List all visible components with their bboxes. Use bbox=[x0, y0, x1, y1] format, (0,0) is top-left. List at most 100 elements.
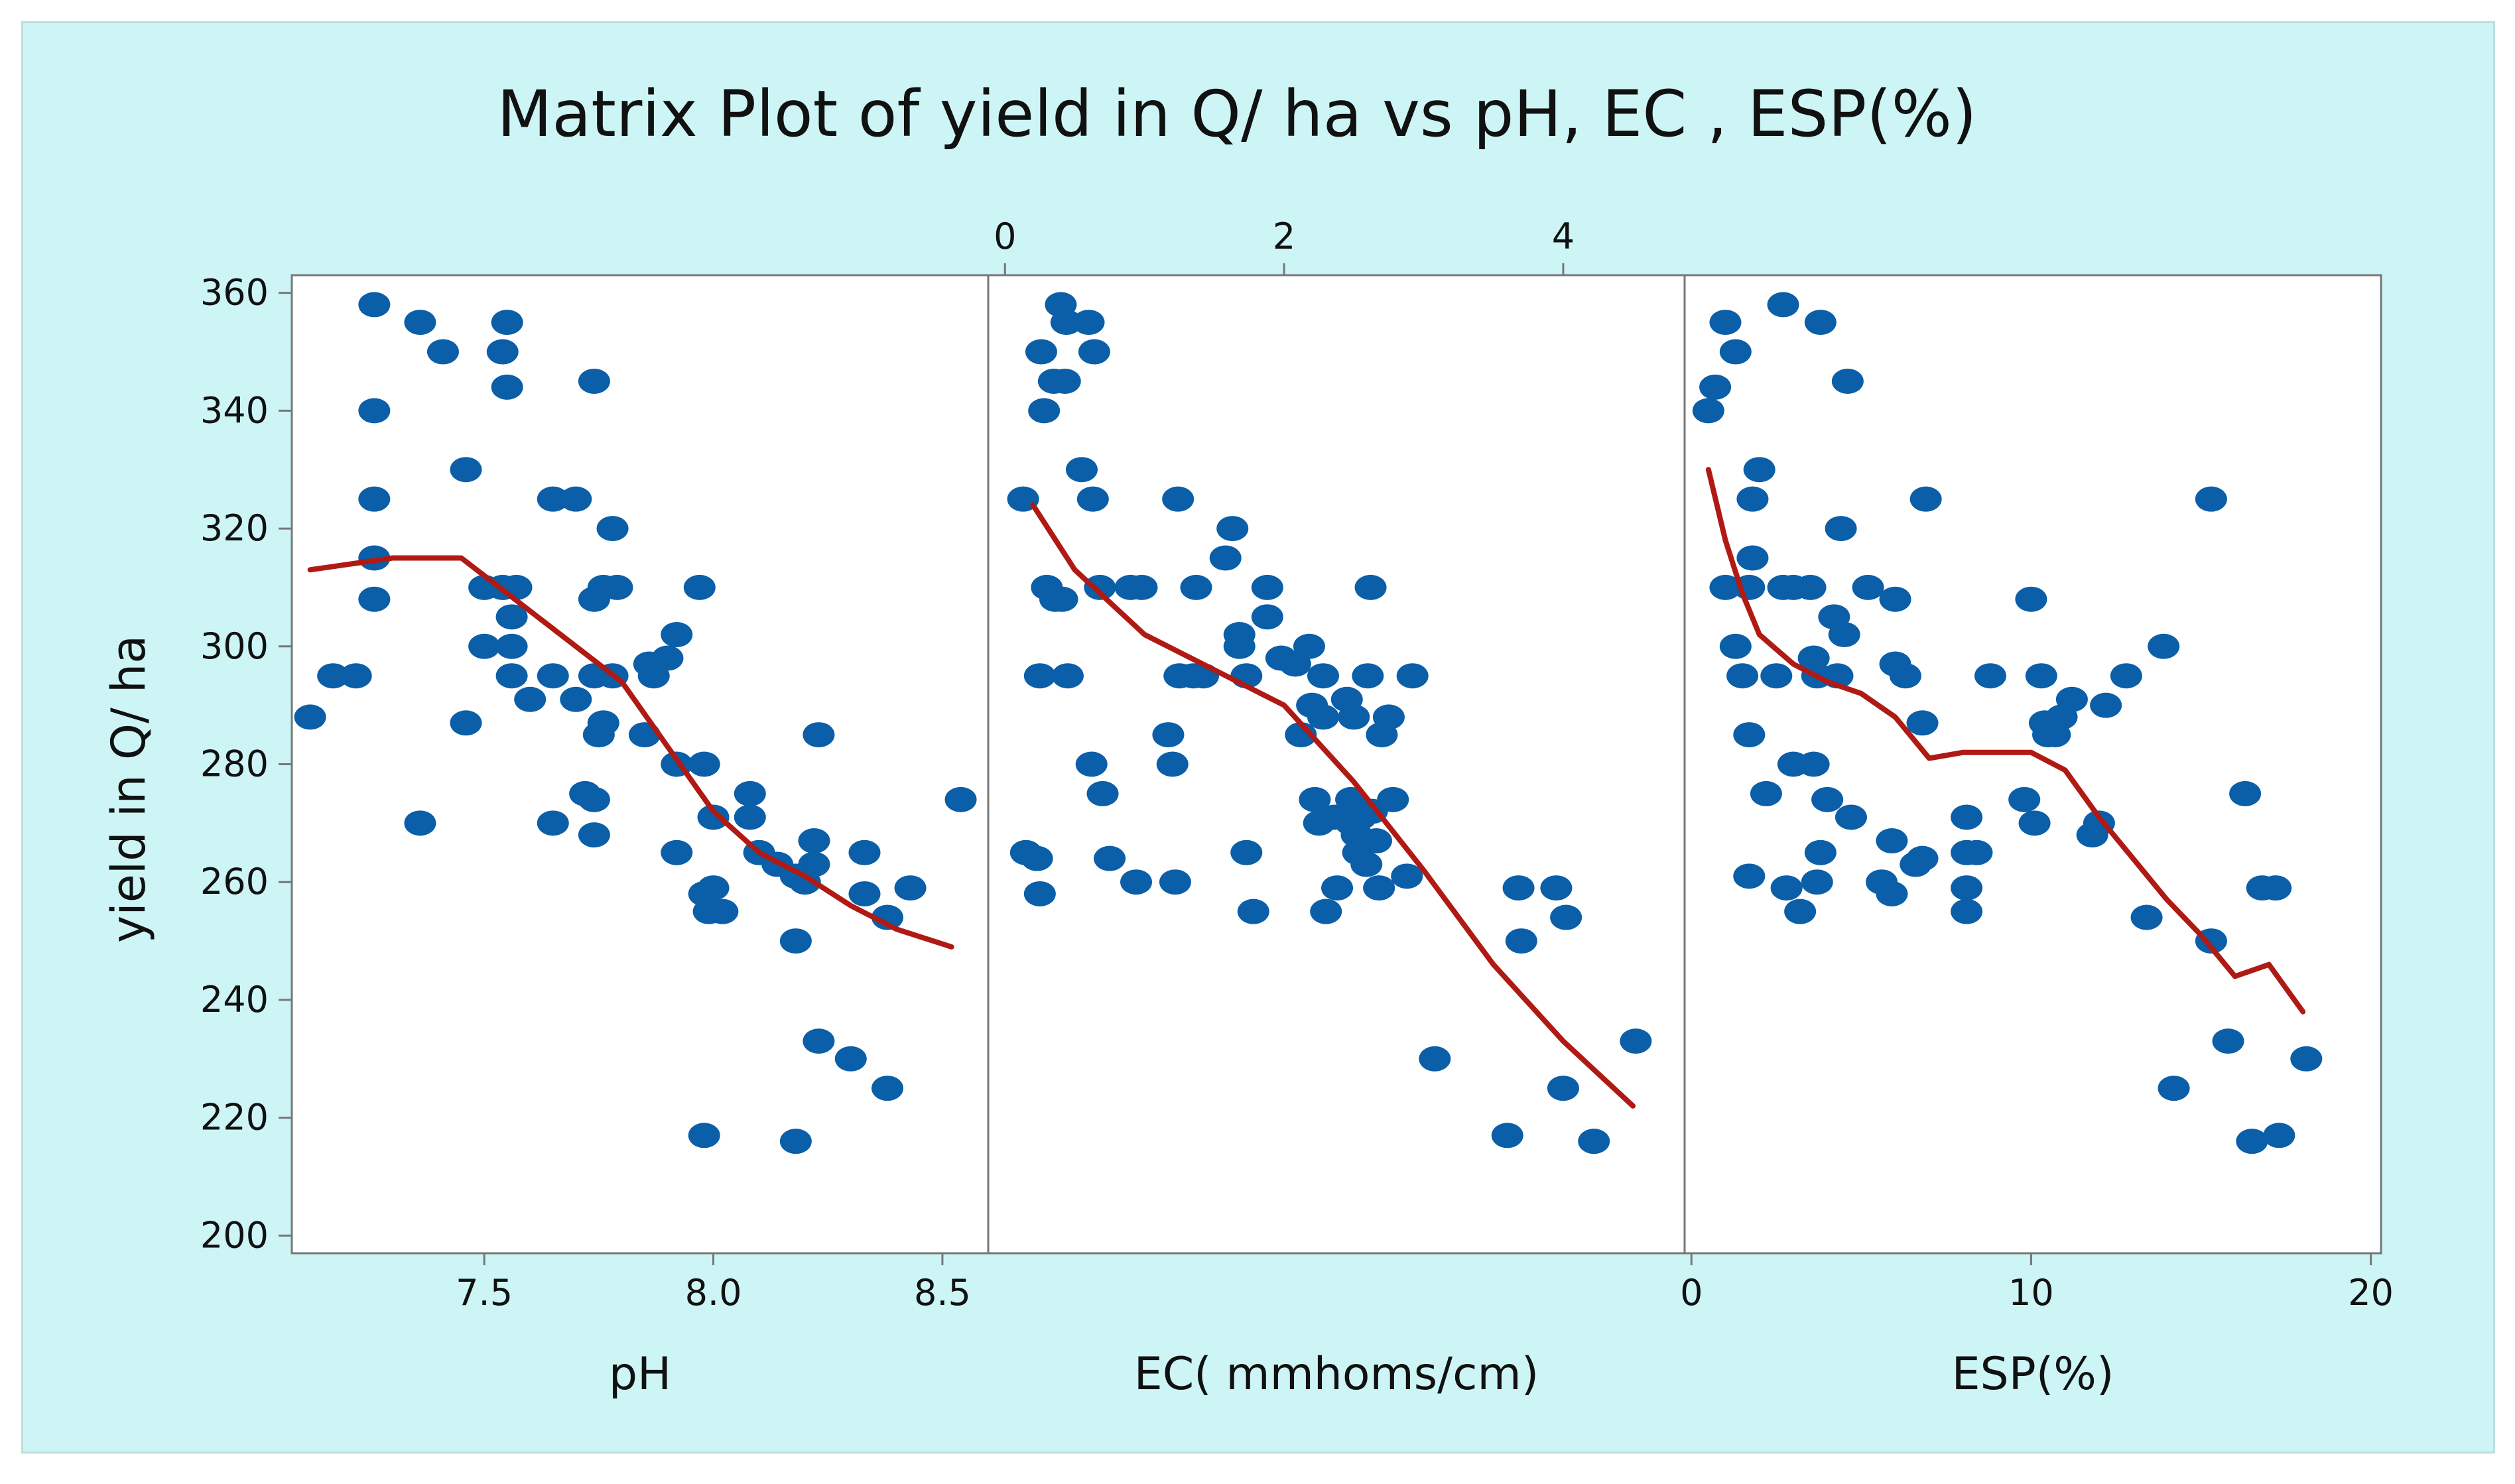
data-point bbox=[688, 1123, 720, 1148]
data-point bbox=[2018, 810, 2051, 836]
data-point bbox=[1831, 368, 1864, 394]
data-point bbox=[1804, 839, 1837, 865]
data-point bbox=[1889, 663, 1921, 689]
data-point bbox=[1307, 704, 1340, 730]
data-point bbox=[1321, 875, 1354, 901]
data-point bbox=[2212, 1028, 2244, 1054]
data-point bbox=[578, 786, 610, 812]
data-point bbox=[537, 663, 569, 689]
x-tick-label: 10 bbox=[2008, 1272, 2054, 1314]
data-point bbox=[848, 881, 881, 906]
data-point bbox=[1028, 398, 1061, 424]
data-point bbox=[2236, 1129, 2268, 1154]
data-point bbox=[1046, 586, 1078, 612]
data-point bbox=[1767, 292, 1799, 318]
data-point bbox=[2008, 786, 2041, 812]
data-point bbox=[1159, 869, 1191, 895]
y-tick-label: 340 bbox=[200, 389, 269, 431]
data-point bbox=[468, 633, 501, 659]
data-point bbox=[404, 310, 436, 336]
data-point bbox=[1360, 828, 1392, 854]
panel-esp: 0 10 20 ESP(%) bbox=[1680, 274, 2394, 1400]
data-point bbox=[1372, 704, 1405, 730]
data-point bbox=[1974, 663, 2006, 689]
data-point bbox=[871, 1076, 904, 1101]
data-point bbox=[1852, 574, 1884, 600]
data-point bbox=[1251, 574, 1283, 600]
x-axis-label-ph: pH bbox=[609, 1348, 671, 1400]
x-tick-label: 4 bbox=[1552, 216, 1575, 257]
data-point bbox=[798, 851, 830, 877]
data-point bbox=[944, 786, 977, 812]
data-point bbox=[1299, 786, 1331, 812]
data-point bbox=[1396, 663, 1429, 689]
data-point bbox=[537, 486, 569, 512]
data-point bbox=[1719, 633, 1752, 659]
x-tick-label: 0 bbox=[1680, 1272, 1703, 1314]
data-point bbox=[294, 704, 326, 730]
data-point bbox=[1065, 457, 1098, 483]
data-point bbox=[834, 1046, 867, 1072]
data-point bbox=[491, 310, 523, 336]
data-point bbox=[450, 710, 482, 736]
data-point bbox=[1049, 368, 1081, 394]
data-point bbox=[848, 839, 881, 865]
data-point bbox=[358, 292, 391, 318]
x-axis-label-ec: EC( mmhoms/cm) bbox=[1134, 1348, 1539, 1400]
data-point bbox=[1835, 804, 1867, 830]
smooth-line-ph bbox=[307, 555, 954, 950]
x-tick-label: 0 bbox=[994, 216, 1016, 257]
data-point bbox=[803, 1028, 835, 1054]
scatter-panels: 7.5 8.0 8.5 pH 0 2 4 EC( mmhoms/cm) 0 10 20 ESP(%) bbox=[290, 216, 2394, 1400]
y-tick-label: 320 bbox=[200, 507, 269, 549]
y-tick-label: 200 bbox=[200, 1214, 269, 1256]
data-point bbox=[683, 574, 716, 600]
data-point bbox=[1354, 574, 1387, 600]
data-point bbox=[404, 810, 436, 836]
data-point bbox=[1025, 339, 1057, 365]
data-point bbox=[1072, 310, 1105, 336]
data-point bbox=[1692, 398, 1724, 424]
y-axis-label: yield in Q/ ha bbox=[101, 635, 156, 943]
data-point bbox=[2158, 1076, 2190, 1101]
data-point bbox=[1540, 875, 1573, 901]
data-point bbox=[1909, 486, 1942, 512]
data-point bbox=[1094, 845, 1126, 871]
data-point bbox=[495, 633, 528, 659]
data-point bbox=[1699, 374, 1732, 400]
data-point bbox=[803, 722, 835, 748]
data-point bbox=[514, 686, 547, 712]
data-point bbox=[688, 751, 720, 777]
data-point bbox=[1733, 863, 1766, 889]
data-point bbox=[537, 810, 569, 836]
data-point bbox=[486, 339, 519, 365]
data-point bbox=[692, 898, 725, 924]
data-point bbox=[1794, 574, 1827, 600]
data-point bbox=[1050, 310, 1082, 336]
data-point bbox=[1951, 898, 1983, 924]
data-point bbox=[1578, 1129, 1610, 1154]
data-point bbox=[871, 904, 904, 930]
data-point bbox=[1876, 828, 1908, 854]
data-point bbox=[1363, 875, 1395, 901]
data-point bbox=[1726, 663, 1759, 689]
y-tick-label: 360 bbox=[200, 272, 269, 314]
data-point bbox=[1709, 310, 1742, 336]
data-point bbox=[601, 574, 633, 600]
data-point bbox=[2110, 663, 2142, 689]
smooth-line-ec bbox=[1030, 502, 1636, 1109]
data-point bbox=[1797, 751, 1830, 777]
data-point bbox=[1784, 898, 1817, 924]
data-point bbox=[495, 663, 528, 689]
data-point bbox=[495, 604, 528, 630]
data-point bbox=[560, 686, 592, 712]
data-point bbox=[697, 804, 730, 830]
data-point bbox=[1230, 839, 1263, 865]
data-point bbox=[587, 710, 619, 736]
data-point bbox=[1223, 633, 1256, 659]
data-point bbox=[661, 839, 693, 865]
chart-title: Matrix Plot of yield in Q/ ha vs pH, EC … bbox=[497, 77, 1977, 151]
data-point bbox=[1811, 786, 1844, 812]
data-point bbox=[2290, 1046, 2323, 1072]
